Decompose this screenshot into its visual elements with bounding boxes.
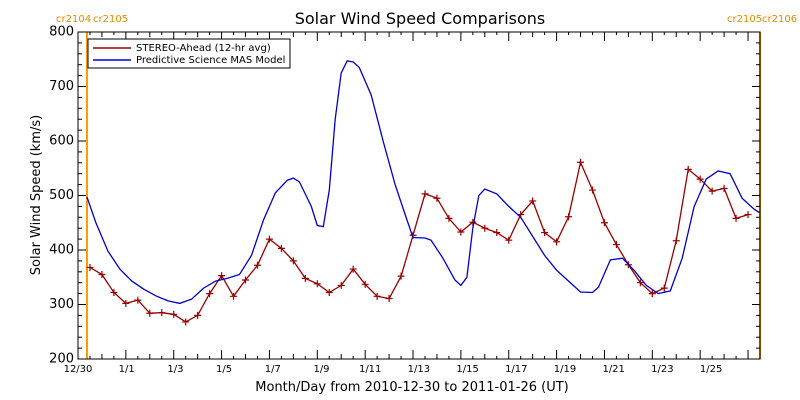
data-point-marker [385,295,393,303]
data-point-marker [421,190,429,198]
data-point-marker [242,276,250,284]
data-point-marker [313,280,321,288]
y-tick-label-500: 500 [49,188,74,203]
data-point-marker [253,261,261,269]
plot-frame [77,31,761,360]
data-point-marker [612,241,620,249]
data-point-marker [648,290,656,298]
data-point-marker [265,235,273,243]
y-axis: 200 300 400 500 600 700 800 Solar Wind S… [29,25,760,367]
data-point-marker [194,311,202,319]
legend-label-stereo: STEREO-Ahead (12-hr avg) [136,43,271,54]
data-point-marker [600,219,608,227]
data-point-marker [158,309,166,317]
x-tick-label-1-15: 1/15 [456,364,478,375]
series-group [86,60,761,326]
data-point-marker [445,214,453,222]
data-point-marker [457,228,465,236]
data-point-marker [433,194,441,202]
x-axis: 12/30 1/1 1/3 1/5 1/7 1/9 1/11 1/13 1/15… [64,32,761,395]
data-point-marker [277,244,285,252]
chart-title: Solar Wind Speed Comparisons [295,9,546,28]
data-point-marker [337,281,345,289]
data-point-marker [86,263,94,271]
data-point-marker [146,309,154,317]
data-point-marker [565,213,573,221]
carrington-label-left-1: cr2104 [56,14,91,25]
y-tick-label-300: 300 [49,297,74,312]
data-point-marker [672,237,680,245]
data-point-marker [230,292,238,300]
data-point-marker [696,175,704,183]
y-tick-label-400: 400 [49,243,74,258]
data-point-marker [588,186,596,194]
data-point-marker [660,284,668,292]
carrington-label-right-2: cr2106 [762,14,797,25]
data-point-marker [301,274,309,282]
data-point-marker [505,236,513,244]
data-point-marker [577,158,585,166]
x-tick-label-1-9: 1/9 [313,364,329,375]
legend-label-mas: Predictive Science MAS Model [136,55,285,66]
series-line-mas-model [86,60,761,305]
x-tick-label-1-25: 1/25 [700,364,722,375]
data-point-marker [361,280,369,288]
data-point-marker [325,289,333,297]
x-tick-label-1-13: 1/13 [408,364,430,375]
data-point-marker [218,272,226,280]
data-point-marker [182,318,190,326]
data-point-marker [98,271,106,279]
data-point-marker [529,197,537,205]
data-point-marker [720,184,728,192]
data-point-marker [373,292,381,300]
legend: STEREO-Ahead (12-hr avg) Predictive Scie… [87,38,291,69]
data-point-marker [349,265,357,273]
x-tick-label-1-7: 1/7 [265,364,281,375]
carrington-label-left-2: cr2105 [93,14,128,25]
y-tick-label-200: 200 [49,352,74,367]
y-tick-label-600: 600 [49,134,74,149]
data-point-marker [708,187,716,195]
data-point-marker [170,310,178,318]
data-point-marker [206,290,214,298]
x-tick-label-1-5: 1/5 [216,364,232,375]
x-tick-label-1-3: 1/3 [167,364,183,375]
x-axis-label: Month/Day from 2010-12-30 to 2011-01-26 … [255,380,568,395]
x-tick-label-1-19: 1/19 [554,364,576,375]
data-point-marker [541,229,549,237]
data-point-marker [732,214,740,222]
data-point-marker [134,296,142,304]
data-point-marker [684,165,692,173]
y-axis-label: Solar Wind Speed (km/s) [29,115,44,275]
x-tick-label-1-23: 1/23 [651,364,673,375]
x-tick-label-1-1: 1/1 [119,364,135,375]
legend-box [87,38,291,69]
x-tick-label-1-11: 1/11 [359,364,381,375]
y-tick-label-700: 700 [49,79,74,94]
x-tick-label-12-30: 12/30 [64,364,93,375]
data-point-marker [636,279,644,287]
data-point-marker [397,272,405,280]
y-tick-label-800: 800 [49,25,74,40]
x-tick-label-1-21: 1/21 [602,364,624,375]
data-point-marker [481,224,489,232]
data-point-marker [122,299,130,307]
series-line-stereo-ahead [89,160,749,323]
carrington-label-right-1: cr2105 [727,14,762,25]
data-point-marker [744,211,752,219]
data-point-marker [110,289,118,297]
x-tick-label-1-17: 1/17 [505,364,527,375]
data-point-marker [493,229,501,237]
data-point-marker [289,257,297,265]
data-point-marker [553,238,561,246]
